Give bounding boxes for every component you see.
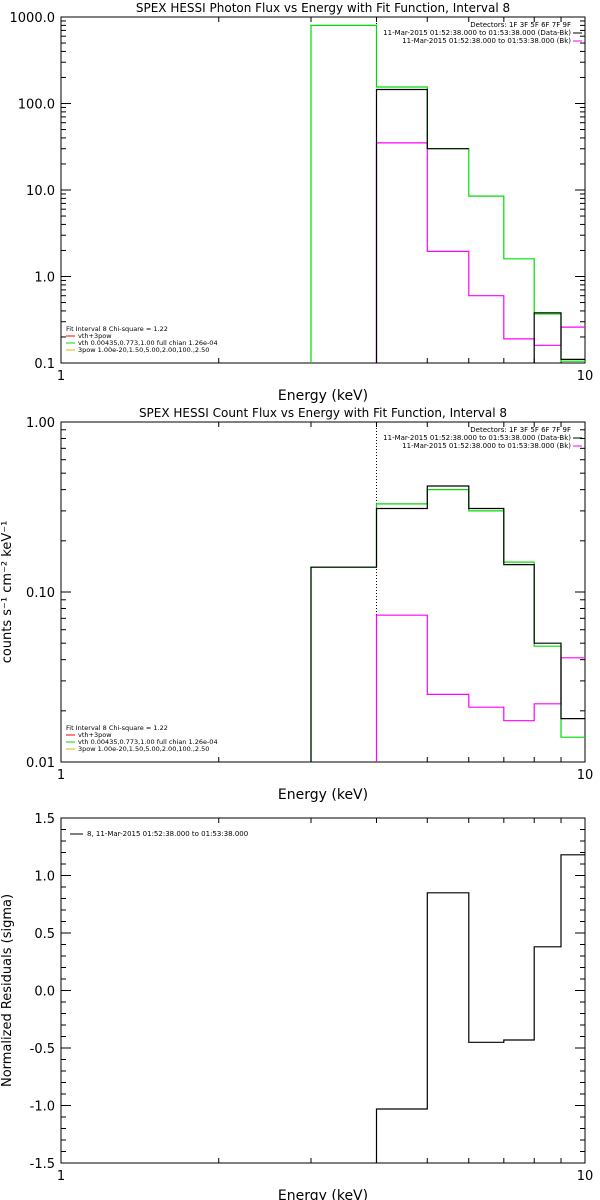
legend-entry: Detectors: 1F 3F 5F 6F 7F 9F xyxy=(470,426,571,434)
series-2-step-line xyxy=(310,489,585,762)
photon-flux-panel: 1 10 0.1 1.0 10.0 100.0 1000.0 SPEX HESSI Photo… xyxy=(10,1,594,404)
y-tick-label: 1.0 xyxy=(34,870,55,885)
y-tick-label: 100.0 xyxy=(18,98,55,113)
plot-frame xyxy=(60,817,586,1164)
series-0-step-line xyxy=(375,854,585,1163)
series-0-step-line xyxy=(375,88,585,363)
legend-entry: Fit Interval 8 Chi-square = 1.22 xyxy=(66,724,168,732)
legend-entry: 3pow 1.00e-20,1.50,5.00,2.00,100.,2.50 xyxy=(78,346,209,354)
y-axis-label: Normalized Residuals (sigma) xyxy=(0,894,15,1087)
plot-frame xyxy=(60,421,586,763)
legend-entry: 3pow 1.00e-20,1.50,5.00,2.00,100.,2.50 xyxy=(78,745,209,753)
legend-entry: Fit Interval 8 Chi-square = 1.22 xyxy=(66,325,168,333)
y-tick-label: 1.0 xyxy=(34,271,55,286)
y-tick-label: 1.5 xyxy=(34,812,55,827)
y-tick-label: 1.00 xyxy=(26,416,55,431)
x-axis-label: Energy (keV) xyxy=(278,787,368,803)
count-flux-panel: 1 10 0.01 0.10 1.00 SPEX HESSI Count Flux vs … xyxy=(0,406,593,803)
legend-entry: vth+3pow xyxy=(78,332,112,340)
series-1-step-line xyxy=(375,142,585,363)
x-axis-label: Energy (keV) xyxy=(278,1188,368,1200)
x-tick-label: 1 xyxy=(57,369,65,384)
x-tick-label: 10 xyxy=(577,1169,594,1184)
y-axis-label: counts s⁻¹ cm⁻² keV⁻¹ xyxy=(0,521,15,664)
residuals-panel: 1 10 -1.5 -1.0 -0.5 0.0 0.5 1.0 1.5 Energy (keV) N… xyxy=(0,812,593,1200)
legend-entry: vth 0.00435,0.773,1.00 full chian 1.26e-… xyxy=(78,738,218,746)
x-axis-label: Energy (keV) xyxy=(278,388,368,404)
y-tick-label: -1.0 xyxy=(30,1100,55,1115)
y-tick-label: -0.5 xyxy=(30,1042,55,1057)
legend-entry: 11-Mar-2015 01:52:38.000 to 01:53:38.000… xyxy=(402,442,571,450)
x-tick-label: 10 xyxy=(577,768,594,783)
y-tick-label: 1000.0 xyxy=(10,11,56,26)
series-2-step-line xyxy=(310,24,585,363)
y-tick-label: 10.0 xyxy=(26,184,55,199)
legend-entry: 11-Mar-2015 01:52:38.000 to 01:53:38.000… xyxy=(383,29,571,37)
chart-title: SPEX HESSI Count Flux vs Energy with Fit… xyxy=(139,406,507,420)
chart-title: SPEX HESSI Photon Flux vs Energy with Fi… xyxy=(136,1,510,15)
y-tick-label: 0.0 xyxy=(34,985,55,1000)
y-tick-label: 0.1 xyxy=(34,357,55,372)
series-0-step-line xyxy=(310,485,585,762)
x-tick-label: 10 xyxy=(577,369,594,384)
legend-entry: 8, 11-Mar-2015 01:52:38.000 to 01:53:38.… xyxy=(87,830,248,838)
legend-entry: 11-Mar-2015 01:52:38.000 to 01:53:38.000… xyxy=(383,434,571,442)
series-1-step-line xyxy=(375,614,585,762)
plot-frame xyxy=(60,16,586,364)
legend-entry: vth+3pow xyxy=(78,731,112,739)
y-tick-label: 0.10 xyxy=(26,586,55,601)
legend-entry: Detectors: 1F 3F 5F 6F 7F 9F xyxy=(470,21,571,29)
x-tick-label: 1 xyxy=(57,768,65,783)
legend-entry: 11-Mar-2015 01:52:38.000 to 01:53:38.000… xyxy=(402,37,571,45)
x-tick-label: 1 xyxy=(57,1169,65,1184)
y-tick-label: 0.01 xyxy=(26,756,55,771)
y-tick-label: 0.5 xyxy=(34,927,55,942)
y-tick-label: -1.5 xyxy=(30,1157,55,1172)
legend-entry: vth 0.00435,0.773,1.00 full chian 1.26e-… xyxy=(78,339,218,347)
